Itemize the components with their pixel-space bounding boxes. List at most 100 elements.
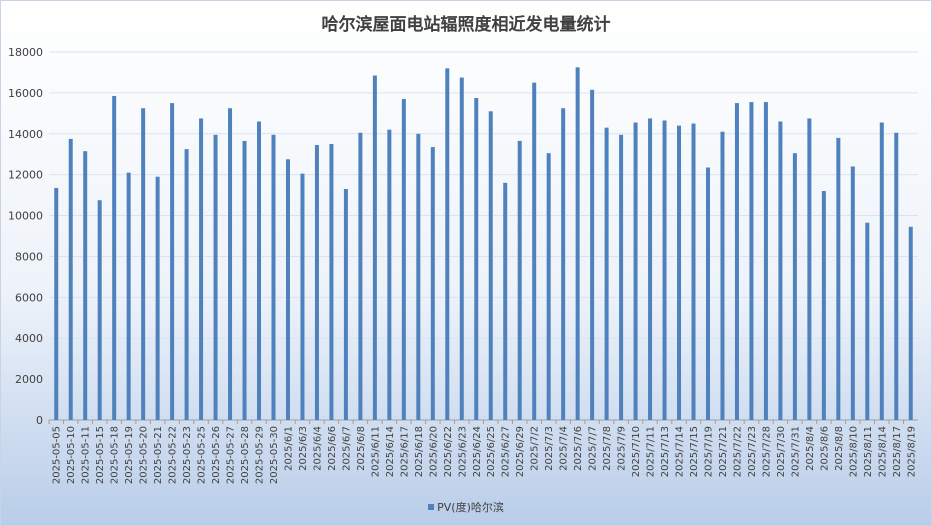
bar: [908, 226, 913, 420]
bar: [517, 140, 522, 420]
bar: [561, 108, 566, 420]
x-tick-label: 2025/6/4: [312, 426, 323, 471]
x-tick-label: 2025/6/17: [399, 426, 410, 477]
bar: [54, 187, 59, 420]
bar: [763, 102, 768, 420]
bar: [68, 138, 73, 420]
x-tick-label: 2025-05-26: [211, 426, 222, 484]
x-tick-label: 2025/7/30: [776, 426, 787, 477]
x-tick-label: 2025/7/4: [559, 426, 570, 471]
chart-title: 哈尔滨屋面电站辐照度相近发电量统计: [321, 15, 611, 35]
bar: [662, 120, 667, 420]
bar: [648, 118, 653, 420]
bar: [445, 68, 450, 420]
x-tick-label: 2025-05-18: [110, 426, 121, 484]
x-tick-label: 2025/6/25: [486, 426, 497, 477]
bar: [314, 145, 319, 420]
bar: [619, 134, 624, 421]
x-tick-label: 2025/7/9: [617, 426, 628, 471]
x-tick-label: 2025-05-22: [168, 426, 179, 484]
x-tick-label: 2025/7/14: [675, 426, 686, 477]
x-tick-label: 2025/6/3: [298, 426, 309, 471]
bar: [677, 125, 682, 420]
bar: [126, 172, 131, 420]
bar: [401, 99, 406, 421]
x-tick-label: 2025-05-28: [240, 426, 251, 484]
bar: [821, 191, 826, 420]
x-tick-label: 2025/6/14: [385, 426, 396, 477]
legend: PV(度)哈尔滨: [1, 499, 931, 515]
y-tick-label: 16000: [8, 87, 43, 100]
y-tick-label: 4000: [15, 332, 43, 345]
x-tick-label: 2025-05-05: [52, 426, 63, 484]
x-tick-label: 2025/7/21: [718, 426, 729, 477]
x-tick-label: 2025/7/10: [631, 426, 642, 477]
bar: [604, 127, 609, 421]
x-tick-label: 2025-05-10: [66, 426, 77, 484]
x-tick-label: 2025/7/8: [602, 426, 613, 471]
bar: [213, 134, 218, 421]
x-tick-label: 2025/6/29: [515, 426, 526, 477]
bar: [300, 173, 305, 420]
bar: [228, 108, 233, 420]
x-tick-label: 2025/7/19: [703, 426, 714, 477]
y-tick-label: 14000: [8, 128, 43, 141]
x-tick-label: 2025/8/10: [848, 426, 859, 477]
x-tick-label: 2025/6/23: [457, 426, 468, 477]
bar: [705, 167, 710, 420]
x-tick-label: 2025-05-29: [255, 426, 266, 484]
bar: [329, 144, 334, 420]
x-tick-label: 2025/6/1: [283, 426, 294, 471]
bar: [474, 98, 479, 420]
x-tick-label: 2025-05-21: [153, 426, 164, 484]
x-tick-label: 2025/8/8: [834, 426, 845, 471]
bar: [503, 182, 508, 420]
x-tick-label: 2025/6/7: [341, 426, 352, 471]
bar: [778, 121, 783, 420]
x-tick-label: 2025/7/7: [588, 426, 599, 471]
bar: [633, 122, 638, 421]
y-tick-label: 0: [36, 414, 43, 427]
x-tick-label: 2025/8/14: [877, 426, 888, 477]
bar: [879, 122, 884, 421]
x-tick-label: 2025/6/18: [414, 426, 425, 477]
x-tick-label: 2025/8/6: [819, 426, 830, 471]
x-tick-label: 2025/7/28: [761, 426, 772, 477]
x-tick-label: 2025/7/2: [530, 426, 541, 471]
bar: [199, 118, 204, 420]
x-tick-label: 2025-05-30: [269, 426, 280, 484]
bar: [343, 188, 348, 420]
bar: [141, 108, 146, 420]
x-tick-label: 2025-05-11: [81, 426, 92, 484]
bar: [242, 140, 247, 420]
x-tick-label: 2025/7/3: [544, 426, 555, 471]
bar: [807, 118, 812, 420]
bar: [894, 132, 899, 420]
bar: [459, 77, 464, 421]
bar: [416, 133, 421, 420]
bar: [691, 123, 696, 421]
x-tick-label: 2025/7/22: [732, 426, 743, 477]
x-tick-label: 2025-05-19: [124, 426, 135, 484]
x-tick-label: 2025-05-15: [95, 426, 106, 484]
x-tick-label: 2025/6/11: [370, 426, 381, 477]
x-tick-label: 2025/6/27: [501, 426, 512, 477]
bar: [184, 149, 189, 420]
y-tick-label: 8000: [15, 250, 43, 263]
bar: [83, 151, 88, 420]
bar: [865, 222, 870, 420]
bar: [285, 159, 290, 421]
bar: [155, 176, 160, 420]
bar: [734, 103, 739, 420]
x-tick-label: 2025/6/22: [443, 426, 454, 477]
bar: [358, 132, 363, 420]
bar: [792, 153, 797, 420]
bar: [271, 134, 276, 421]
x-tick-label: 2025-05-27: [226, 426, 237, 484]
bar: [836, 137, 841, 420]
x-tick-label: 2025/8/17: [892, 426, 903, 477]
bar: [850, 166, 855, 420]
bar: [546, 153, 551, 420]
x-tick-label: 2025/7/15: [689, 426, 700, 477]
